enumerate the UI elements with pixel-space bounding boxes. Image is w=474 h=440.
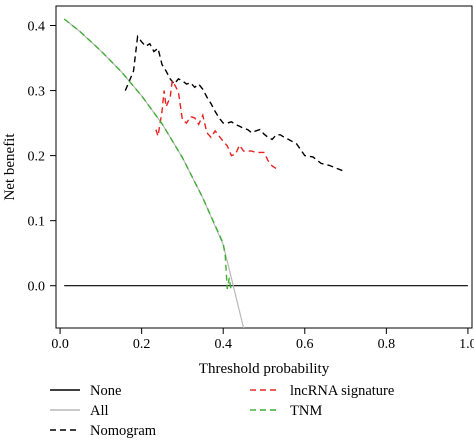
y-tick-label: 0.4 bbox=[28, 20, 46, 35]
series-line-tnm bbox=[63, 18, 233, 293]
legend-label-lncrna-signature: lncRNA signature bbox=[290, 383, 394, 399]
y-tick-label: 0.1 bbox=[28, 215, 46, 230]
legend: None All Nomogram lncRNA signature TNM bbox=[50, 383, 394, 439]
y-axis-label: Net benefit bbox=[2, 133, 18, 201]
series-line-nomogram bbox=[124, 34, 346, 173]
legend-label-tnm: TNM bbox=[290, 403, 322, 419]
x-tick-label: 0.6 bbox=[296, 337, 314, 352]
y-tick-label: 0.3 bbox=[28, 85, 46, 100]
x-axis-label: Threshold probability bbox=[199, 361, 330, 377]
series-layer bbox=[63, 18, 468, 329]
x-tick-label: 1.0 bbox=[459, 337, 474, 352]
plot-frame bbox=[55, 5, 473, 329]
x-tick-label: 0.4 bbox=[214, 337, 232, 352]
legend-label-none: None bbox=[90, 383, 121, 399]
legend-label-all: All bbox=[90, 403, 109, 419]
y-tick-label: 0.0 bbox=[28, 280, 46, 295]
axis-ticks: 0.0 0.2 0.4 0.6 0.8 1.0 0.0 0.1 0.2 0.3 0.4 bbox=[28, 20, 474, 352]
x-tick-label: 0.2 bbox=[133, 337, 151, 352]
series-line-all bbox=[63, 18, 245, 329]
x-tick-label: 0.0 bbox=[51, 337, 69, 352]
x-tick-label: 0.8 bbox=[378, 337, 396, 352]
y-tick-label: 0.2 bbox=[28, 150, 46, 165]
legend-label-nomogram: Nomogram bbox=[90, 423, 157, 439]
series-line-lncrna-signature bbox=[155, 78, 277, 170]
